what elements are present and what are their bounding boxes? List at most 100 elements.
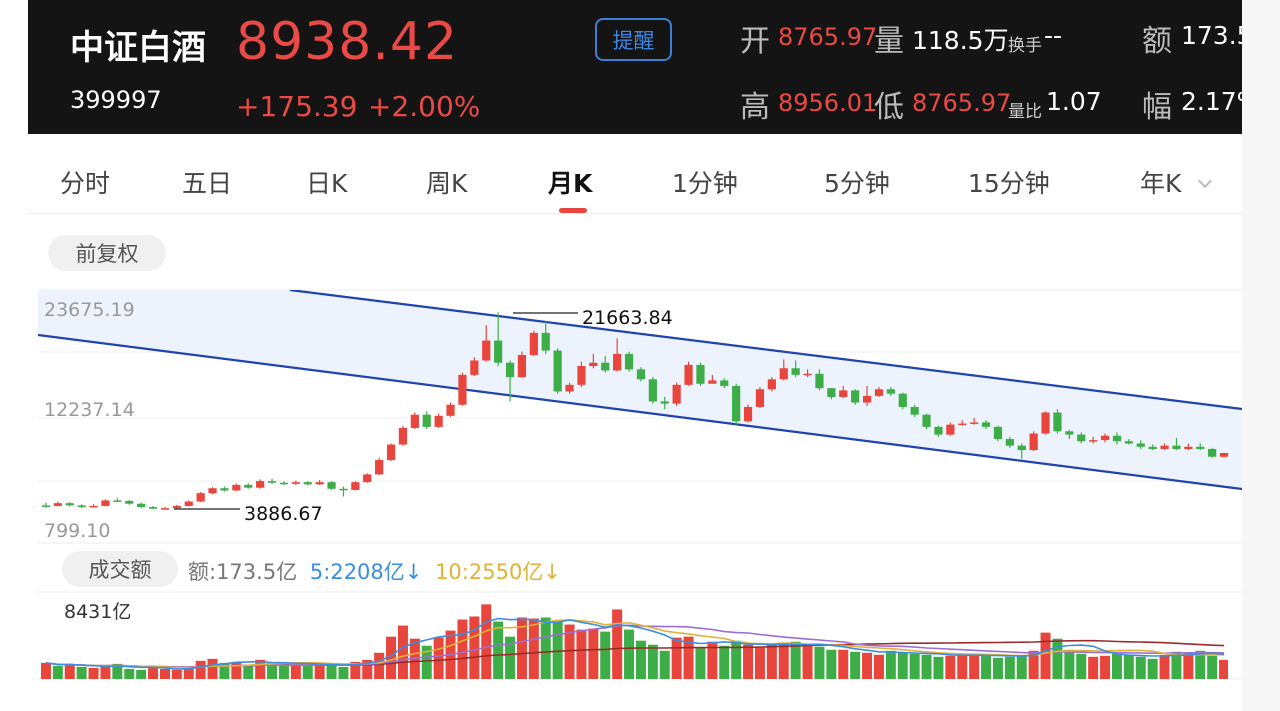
turnover-bar[interactable] [457,619,468,679]
candle-body[interactable] [839,390,848,398]
turnover-bar[interactable] [516,617,527,679]
turnover-bar[interactable] [314,662,325,679]
candle-body[interactable] [958,423,967,426]
turnover-bar[interactable] [290,664,301,679]
turnover-bar[interactable] [945,655,956,679]
candle-body[interactable] [815,373,824,389]
candlestick-chart[interactable]: 23675.19 12237.14 799.10 21663.84 3886.6… [28,0,1242,711]
turnover-bar[interactable] [195,660,206,679]
candle-body[interactable] [184,501,193,506]
turnover-bar[interactable] [350,661,361,679]
candle-body[interactable] [660,401,669,404]
turnover-bar[interactable] [564,624,575,679]
candle-body[interactable] [1041,412,1050,434]
candle-body[interactable] [137,503,146,508]
candle-body[interactable] [315,482,324,485]
candle-body[interactable] [791,368,800,375]
turnover-bar[interactable] [933,656,944,679]
turnover-bar[interactable] [386,636,397,679]
candle-body[interactable] [1017,445,1026,451]
tab-daily-k[interactable]: 日K [306,169,348,198]
turnover-bar[interactable] [159,668,170,679]
candle-body[interactable] [636,369,646,380]
candle-body[interactable] [398,427,408,445]
candle-body[interactable] [1184,446,1193,449]
candle-body[interactable] [279,482,289,485]
turnover-bar[interactable] [921,654,932,679]
candle-body[interactable] [208,488,217,494]
turnover-bar[interactable] [481,604,492,679]
candle-body[interactable] [1029,433,1038,451]
tab-1-minute[interactable]: 1分钟 [672,169,738,198]
candle-body[interactable] [1089,440,1098,442]
candle-body[interactable] [946,424,955,435]
candle-body[interactable] [743,406,753,422]
candle-body[interactable] [827,388,836,398]
candle-body[interactable] [303,482,312,485]
candle-body[interactable] [970,422,979,424]
turnover-bar[interactable] [671,637,682,679]
turnover-bar[interactable] [707,641,718,679]
candle-body[interactable] [672,384,681,404]
turnover-bar[interactable] [1016,655,1027,679]
candle-body[interactable] [601,362,610,371]
candle-body[interactable] [1136,443,1145,447]
turnover-label[interactable]: 成交额 [62,551,178,587]
turnover-bar[interactable] [267,662,278,679]
candle-body[interactable] [565,384,574,392]
candle-body[interactable] [172,505,181,509]
candle-body[interactable] [434,415,443,427]
price-adjust-button[interactable]: 前复权 [48,235,166,271]
candle-body[interactable] [339,488,348,491]
candle-body[interactable] [375,460,384,475]
candle-body[interactable] [934,426,943,435]
candle-body[interactable] [922,414,931,427]
turnover-bar[interactable] [136,669,147,679]
turnover-bar[interactable] [802,645,813,679]
turnover-bar[interactable] [397,625,408,679]
turnover-bar[interactable] [207,658,218,679]
candle-body[interactable] [767,379,776,390]
candle-body[interactable] [160,508,170,510]
candle-body[interactable] [851,390,860,403]
turnover-bar[interactable] [278,663,289,679]
turnover-bar[interactable] [612,609,623,679]
candle-body[interactable] [898,393,907,407]
turnover-bar[interactable] [469,616,480,679]
turnover-bar[interactable] [957,654,968,679]
candle-body[interactable] [113,500,122,502]
candle-body[interactable] [577,366,586,385]
candle-body[interactable] [351,482,360,490]
turnover-bar[interactable] [88,667,99,679]
candle-body[interactable] [862,395,872,403]
candle-body[interactable] [267,481,277,483]
tab-intraday[interactable]: 分时 [60,169,111,198]
turnover-bar[interactable] [1040,632,1051,679]
turnover-bar[interactable] [754,647,765,679]
turnover-bar[interactable] [1088,656,1099,679]
candle-body[interactable] [529,332,538,355]
candle-body[interactable] [363,474,372,483]
turnover-bar[interactable] [838,649,849,679]
candle-body[interactable] [755,389,765,407]
turnover-bar[interactable] [647,644,658,679]
candle-body[interactable] [77,505,86,508]
candle-body[interactable] [708,380,717,384]
turnover-bar[interactable] [873,654,884,679]
candle-body[interactable] [53,503,62,506]
turnover-bar[interactable] [1123,654,1134,679]
candle-body[interactable] [386,444,396,461]
turnover-bar[interactable] [112,663,123,679]
turnover-bar[interactable] [635,640,646,679]
turnover-bar[interactable] [909,653,920,679]
turnover-bar[interactable] [183,666,194,679]
candle-body[interactable] [553,350,562,392]
candle-body[interactable] [684,364,693,385]
candle-body[interactable] [291,482,300,484]
turnover-bar[interactable] [1100,655,1111,679]
candle-body[interactable] [470,360,479,375]
candle-body[interactable] [589,362,598,367]
turnover-bar[interactable] [1183,652,1194,679]
turnover-bar[interactable] [1135,656,1146,679]
tab-weekly-k[interactable]: 周K [426,169,468,198]
